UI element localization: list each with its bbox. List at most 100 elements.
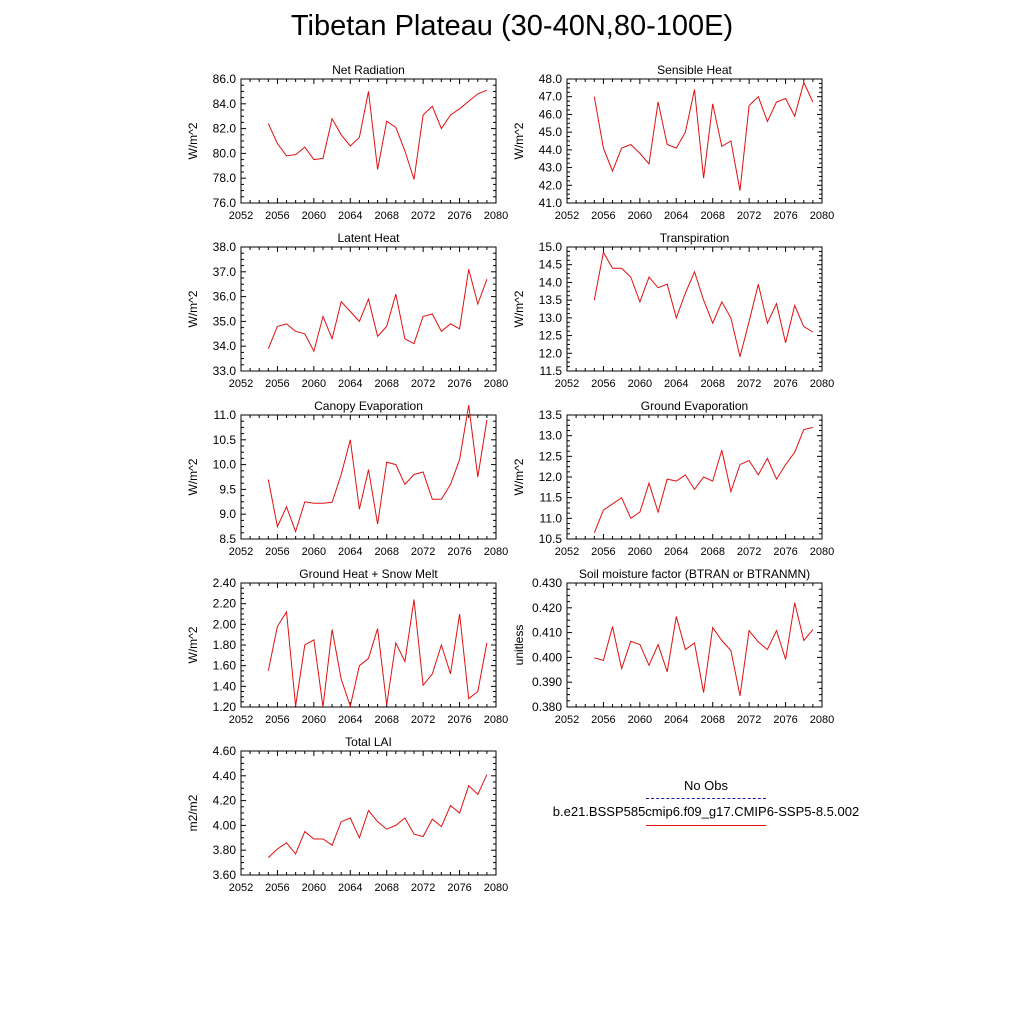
chart-9-xtick-label: 2064 [338,882,362,894]
chart-6-ytick-label: 11.0 [540,511,563,525]
chart-6-ytick-label: 13.0 [539,429,563,443]
chart-2-xtick-label: 2076 [773,210,797,222]
chart-9-ytick-label: 3.60 [213,868,237,882]
chart-1-xtick-label: 2052 [229,210,253,222]
chart-9-ytick-label: 4.20 [213,794,237,808]
chart-5-ytick-label: 10.0 [213,458,237,472]
chart-8-xtick-label: 2080 [810,714,834,726]
chart-3-ytick-label: 33.0 [213,364,237,378]
chart-6-xtick-label: 2068 [700,546,724,558]
chart-3-xtick-label: 2076 [447,378,471,390]
chart-4-xtick-label: 2072 [737,378,761,390]
chart-7-xtick-label: 2056 [265,714,289,726]
chart-8-xtick-label: 2076 [773,714,797,726]
chart-6-ytick-label: 11.5 [540,491,563,505]
chart-6-ytick-label: 13.5 [539,408,563,422]
chart-4-frame [566,246,823,372]
chart-3-xtick-label: 2052 [229,378,253,390]
chart-7-xtick-label: 2076 [447,714,471,726]
chart-1-ytick-label: 84.0 [213,97,237,111]
chart-6-xtick-label: 2052 [555,546,579,558]
chart-4-ytick-label: 14.5 [539,258,563,272]
chart-5-xtick-label: 2056 [265,546,289,558]
chart-4-xtick-label: 2052 [555,378,579,390]
legend-model-label: b.e21.BSSP585cmip6.f09_g17.CMIP6-SSP5-8.… [552,804,860,819]
chart-9-xtick-label: 2072 [411,882,435,894]
chart-1-title: Net Radiation [332,63,405,77]
chart-5-xtick-label: 2076 [447,546,471,558]
chart-7-xtick-label: 2064 [338,714,362,726]
chart-6-xtick-label: 2060 [628,546,652,558]
legend-obs-line [646,798,766,799]
chart-3-ytick-label: 35.0 [213,314,237,328]
chart-9-frame [240,750,497,876]
chart-6-xtick-label: 2072 [737,546,761,558]
chart-1-xtick-label: 2076 [447,210,471,222]
chart-7-ylabel: W/m^2 [186,626,200,663]
chart-2-xtick-label: 2064 [664,210,688,222]
chart-1-xtick-label: 2072 [411,210,435,222]
chart-4-ylabel: W/m^2 [512,290,526,327]
chart-9-xtick-label: 2076 [447,882,471,894]
chart-8-xtick-label: 2056 [591,714,615,726]
chart-3-ytick-label: 38.0 [213,240,237,254]
chart-9-xtick-label: 2080 [484,882,508,894]
chart-5-xtick-label: 2052 [229,546,253,558]
chart-4-xtick-label: 2080 [810,378,834,390]
chart-9-ytick-label: 4.00 [213,818,237,832]
chart-8-xtick-label: 2060 [628,714,652,726]
chart-8-title: Soil moisture factor (BTRAN or BTRANMN) [579,567,810,581]
chart-5-title: Canopy Evaporation [314,399,423,413]
chart-2-ytick-label: 41.0 [539,196,563,210]
chart-5-xtick-label: 2068 [374,546,398,558]
chart-3-ytick-label: 34.0 [213,339,237,353]
chart-4-ytick-label: 11.5 [540,364,563,378]
chart-1-series-1-line [267,89,488,180]
chart-7-ytick-label: 1.20 [213,700,237,714]
chart-5-ytick-label: 8.5 [219,532,236,546]
chart-7-ytick-label: 1.60 [213,659,237,673]
chart-2-title: Sensible Heat [657,63,732,77]
chart-1-xtick-label: 2080 [484,210,508,222]
chart-1-ytick-label: 82.0 [213,122,237,136]
chart-9-title: Total LAI [345,735,392,749]
chart-4-ytick-label: 12.5 [539,329,563,343]
chart-4-xtick-label: 2064 [664,378,688,390]
chart-8-ylabel: unitless [512,625,526,666]
chart-5-ytick-label: 9.0 [219,507,236,521]
chart-3-xtick-label: 2056 [265,378,289,390]
legend-model-line [646,825,766,826]
chart-2-ytick-label: 43.0 [539,161,563,175]
chart-3-frame [240,246,497,372]
chart-9-xtick-label: 2068 [374,882,398,894]
chart-5-ytick-label: 11.0 [214,408,237,422]
chart-8-ytick-label: 0.390 [532,675,562,689]
chart-1-ytick-label: 80.0 [213,146,237,160]
chart-7-xtick-label: 2068 [374,714,398,726]
chart-8-series-1-line [594,602,814,696]
chart-6-xtick-label: 2080 [810,546,834,558]
chart-4-xtick-label: 2076 [773,378,797,390]
chart-1-xtick-label: 2060 [302,210,326,222]
chart-7-xtick-label: 2060 [302,714,326,726]
chart-7-ytick-label: 2.00 [213,617,237,631]
chart-1-ytick-label: 76.0 [213,196,237,210]
chart-1-ytick-label: 86.0 [213,72,237,86]
chart-9-ytick-label: 4.40 [213,769,237,783]
chart-2-series-1-line [593,81,814,191]
chart-4-xtick-label: 2056 [591,378,615,390]
chart-9-series-1-line [267,774,488,858]
chart-2-ytick-label: 48.0 [539,72,563,86]
chart-6-xtick-label: 2076 [773,546,797,558]
chart-8-xtick-label: 2064 [664,714,688,726]
chart-6-frame [566,414,823,540]
chart-9-xtick-label: 2052 [229,882,253,894]
chart-8-ytick-label: 0.400 [532,650,562,664]
chart-2-xtick-label: 2056 [591,210,615,222]
chart-5-ytick-label: 10.5 [213,433,237,447]
chart-5-frame [240,414,497,540]
chart-9-xtick-label: 2060 [302,882,326,894]
chart-8-ytick-label: 0.420 [532,601,562,615]
chart-6-title: Ground Evaporation [641,399,748,413]
